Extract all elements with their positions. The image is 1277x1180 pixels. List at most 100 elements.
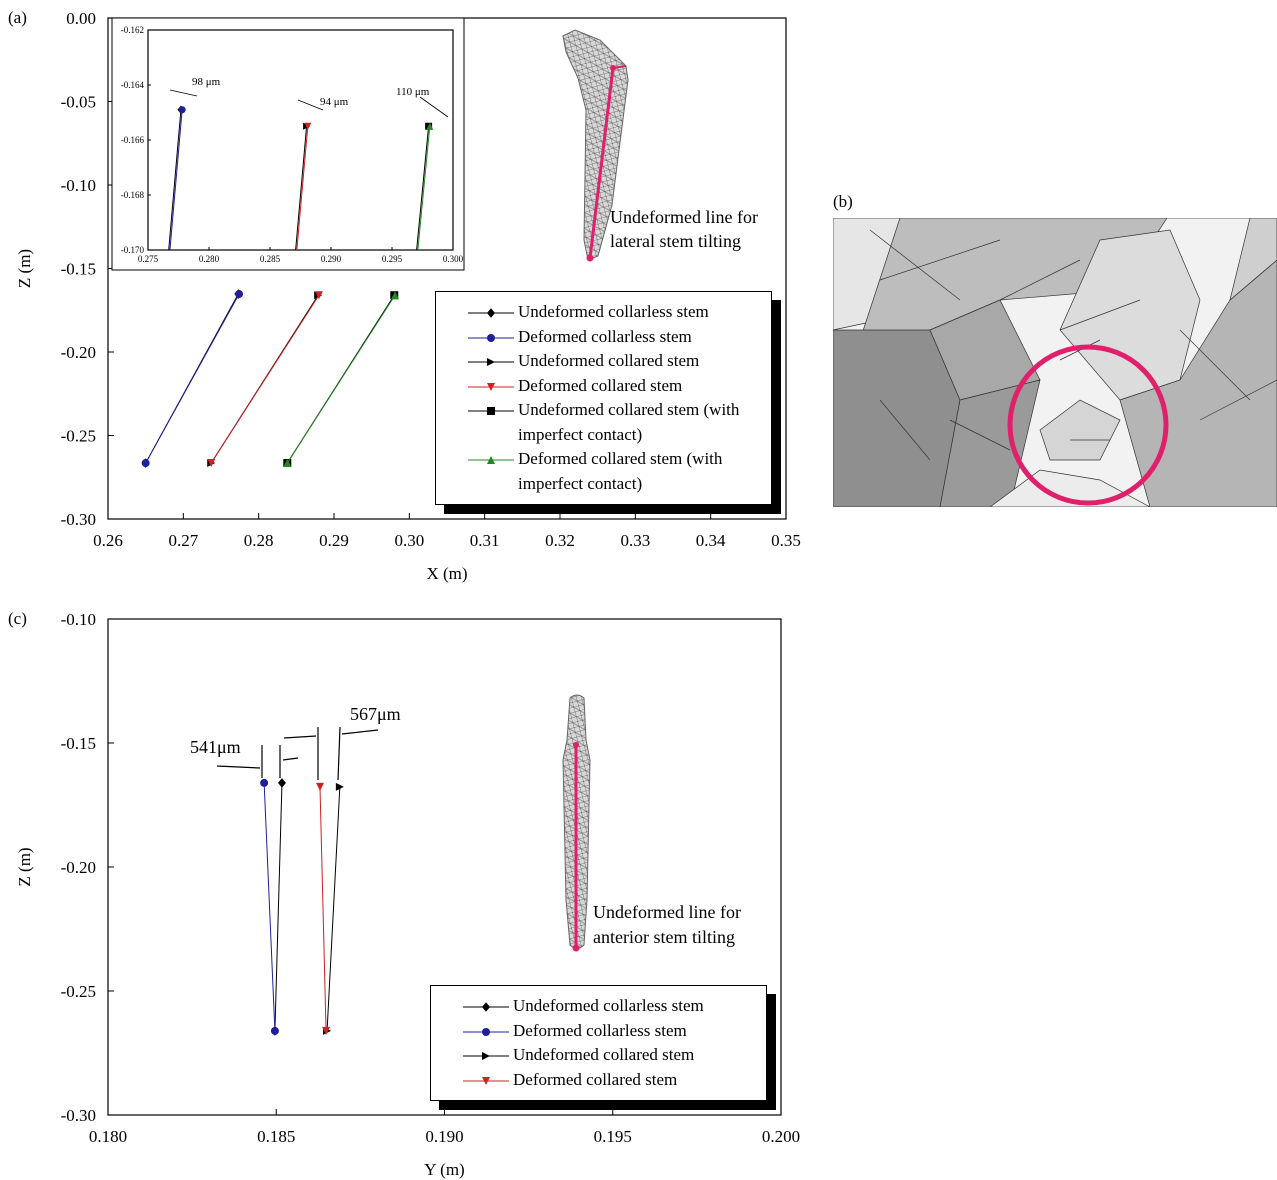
x-tick-label: 0.300	[443, 254, 464, 264]
marker	[278, 778, 286, 788]
legend-label: Undeformed collared stem	[518, 349, 743, 374]
legend-item: Deformed collared stem (with imperfect c…	[436, 447, 771, 496]
legend-item: Undeformed collarless stem	[431, 994, 766, 1019]
legend-label: Deformed collarless stem	[513, 1019, 738, 1044]
legend-swatch	[436, 349, 518, 374]
legend-swatch	[436, 300, 518, 325]
marker	[482, 1052, 490, 1060]
x-tick-label: 0.27	[168, 531, 198, 550]
series-line	[320, 787, 326, 1031]
series-line	[146, 294, 239, 463]
y-tick-label: -0.15	[61, 734, 96, 753]
x-tick-label: 0.275	[138, 254, 159, 264]
y-tick-label: -0.30	[61, 1106, 96, 1125]
y-tick-label: -0.168	[121, 190, 145, 200]
y-tick-label: -0.166	[121, 135, 145, 145]
legend-item: Deformed collared stem	[431, 1068, 766, 1093]
x-tick-label: 0.34	[696, 531, 726, 550]
series-line	[287, 295, 395, 463]
x-axis-label: X (m)	[426, 564, 467, 583]
marker	[482, 1002, 490, 1012]
panel-label: (b)	[833, 192, 853, 211]
series-line	[264, 783, 275, 1031]
legend-item: Deformed collarless stem	[436, 325, 771, 350]
y-tick-label: -0.25	[61, 426, 96, 445]
legend-item: Deformed collared stem	[436, 374, 771, 399]
series-line	[327, 787, 340, 1031]
marker	[487, 358, 495, 366]
y-tick-label: -0.10	[61, 176, 96, 195]
panel-label: (a)	[8, 8, 27, 27]
legend-swatch	[436, 374, 518, 399]
marker	[487, 407, 495, 415]
figure: (b) 0.260.270.280.290.300.310.320.330.34…	[0, 0, 1277, 1180]
y-axis-label: Z (m)	[15, 847, 34, 886]
marker	[412, 274, 419, 281]
y-tick-label: 0.00	[66, 9, 96, 28]
marker	[487, 308, 495, 318]
annotation: 110 μm	[396, 86, 430, 98]
y-tick-label: -0.25	[61, 982, 96, 1001]
marker	[410, 274, 417, 281]
y-tick-label: -0.162	[121, 25, 144, 35]
x-tick-label: 0.185	[257, 1127, 295, 1146]
marker	[179, 106, 186, 113]
dimension-arrows	[217, 727, 378, 780]
legend-item: Deformed collarless stem	[431, 1019, 766, 1044]
annotation: 541μm	[190, 737, 241, 757]
legend-item: Undeformed collared stem	[436, 349, 771, 374]
x-tick-label: 0.29	[319, 531, 349, 550]
y-tick-label: -0.30	[61, 510, 96, 529]
x-tick-label: 0.35	[771, 531, 801, 550]
legend-label: Deformed collared stem (with imperfect c…	[518, 447, 743, 496]
legend-item: Undeformed collared stem	[431, 1043, 766, 1068]
legend-item: Undeformed collared stem (with imperfect…	[436, 398, 771, 447]
legend-label: Undeformed collarless stem	[518, 300, 743, 325]
marker	[291, 274, 298, 281]
stem-illustration-c	[563, 695, 590, 952]
marker	[164, 274, 171, 281]
y-axis-label: Z (m)	[15, 249, 34, 288]
annotation: Undeformed line for	[610, 207, 758, 227]
x-tick-label: 0.295	[382, 254, 403, 264]
x-tick-label: 0.195	[594, 1127, 632, 1146]
plot-area	[260, 778, 344, 1036]
legend-label: Deformed collared stem	[513, 1068, 738, 1093]
x-tick-label: 0.32	[545, 531, 575, 550]
x-tick-label: 0.280	[199, 254, 220, 264]
legend-swatch	[436, 398, 518, 423]
legend-item: Undeformed collarless stem	[436, 300, 771, 325]
legend-swatch	[431, 1019, 513, 1044]
legend-label: Undeformed collared stem (with imperfect…	[518, 398, 743, 447]
x-tick-label: 0.31	[470, 531, 500, 550]
y-tick-label: -0.170	[121, 245, 145, 255]
x-tick-label: 0.33	[620, 531, 650, 550]
marker	[316, 783, 324, 791]
marker	[235, 290, 243, 298]
legend-label: Undeformed collared stem	[513, 1043, 738, 1068]
annotation: Undeformed line for	[593, 902, 741, 922]
annotation: 98 μm	[192, 76, 221, 88]
x-tick-label: 0.290	[321, 254, 342, 264]
x-tick-label: 0.285	[260, 254, 281, 264]
series-line	[275, 783, 282, 1031]
legend-swatch	[431, 1043, 513, 1068]
annotation: anterior stem tilting	[593, 927, 735, 947]
marker	[487, 334, 495, 342]
legend-swatch	[436, 325, 518, 350]
legend-label: Undeformed collarless stem	[513, 994, 738, 1019]
y-tick-label: -0.05	[61, 92, 96, 111]
x-axis-label: Y (m)	[424, 1160, 464, 1179]
plot-area	[142, 289, 399, 468]
panel-label: (c)	[8, 609, 27, 628]
y-tick-label: -0.20	[61, 858, 96, 877]
legend-swatch	[431, 994, 513, 1019]
y-tick-label: -0.20	[61, 343, 96, 362]
y-tick-label: -0.10	[61, 610, 96, 629]
annotation: 94 μm	[320, 96, 349, 108]
y-tick-label: -0.15	[61, 259, 96, 278]
x-tick-label: 0.180	[89, 1127, 127, 1146]
legend-label: Deformed collared stem	[518, 374, 743, 399]
marker	[260, 779, 268, 787]
